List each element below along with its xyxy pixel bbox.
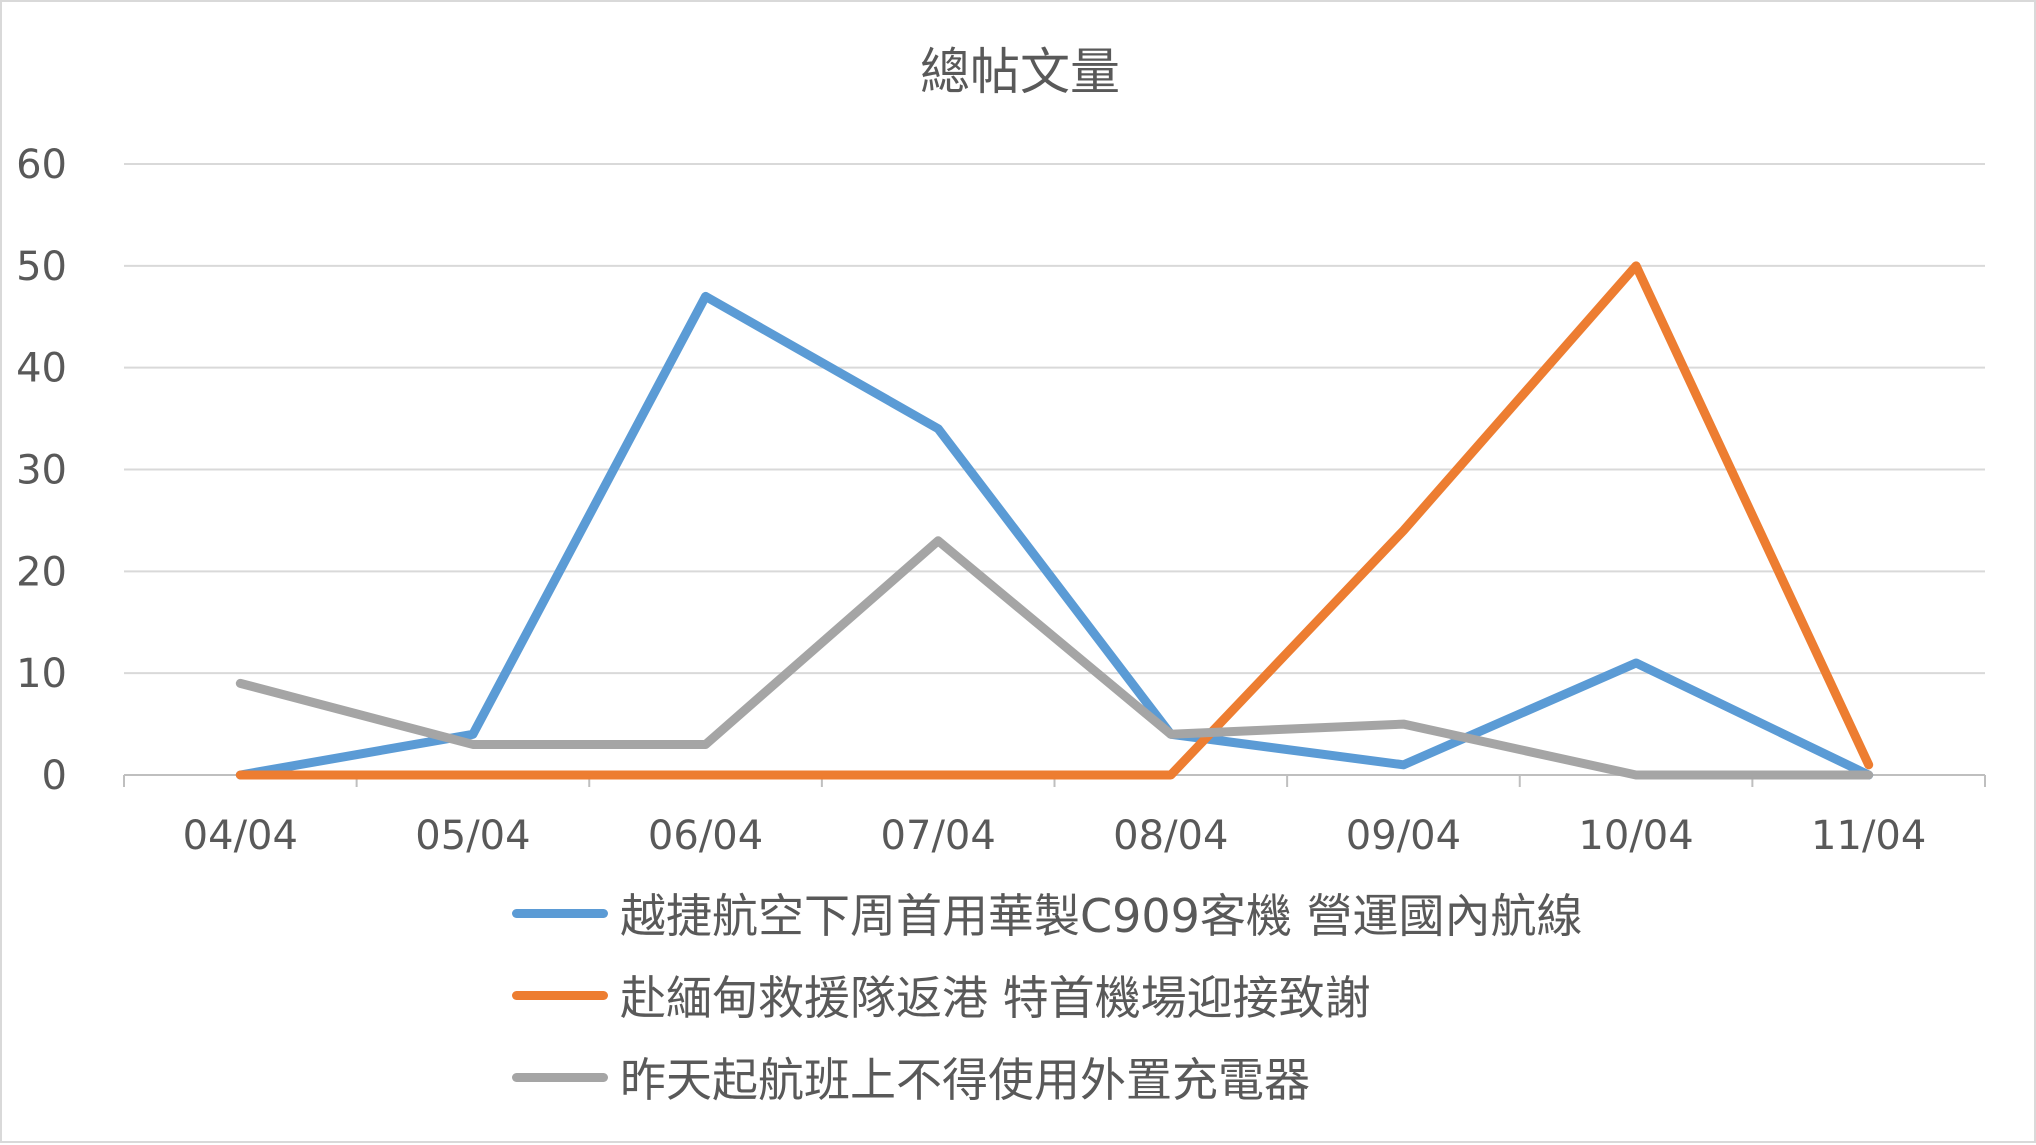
legend-item-1: 越捷航空下周首用華製C909客機 營運國內航線	[512, 872, 1583, 954]
legend: 越捷航空下周首用華製C909客機 營運國內航線 赴緬甸救援隊返港 特首機場迎接致謝…	[512, 872, 1583, 1118]
x-tick-label: 11/04	[1811, 813, 1926, 859]
legend-swatch	[512, 1072, 608, 1082]
y-tick-label: 40	[16, 346, 67, 392]
legend-label: 昨天起航班上不得使用外置充電器	[620, 1053, 1310, 1107]
x-axis-ticks: 04/04 05/04 06/04 07/04 08/04 09/04 10/04 11/04	[183, 813, 1927, 859]
y-tick-label: 60	[16, 142, 67, 188]
x-tick-label: 09/04	[1346, 813, 1461, 859]
legend-swatch	[512, 908, 608, 918]
series-line-3	[235, 536, 1874, 780]
y-tick-label: 20	[16, 549, 67, 595]
y-tick-label: 30	[16, 448, 67, 494]
chart-title: 總帖文量	[920, 43, 1120, 101]
legend-item-2: 赴緬甸救援隊返港 特首機場迎接致謝	[512, 954, 1583, 1036]
series-line-2	[235, 261, 1874, 780]
legend-label: 赴緬甸救援隊返港 特首機場迎接致謝	[620, 971, 1371, 1025]
x-tick-label: 10/04	[1578, 813, 1693, 859]
series-line-1	[235, 291, 1874, 780]
legend-swatch	[512, 990, 608, 1000]
x-tick-label: 05/04	[415, 813, 530, 859]
gridlines	[124, 163, 1985, 675]
x-tick-label: 07/04	[881, 813, 996, 859]
x-tick-label: 06/04	[648, 813, 763, 859]
y-axis-ticks: 0 10 20 30 40 50 60	[16, 142, 67, 799]
series-lines	[235, 261, 1874, 780]
y-tick-label: 50	[16, 244, 67, 290]
y-tick-label: 10	[16, 651, 67, 697]
x-tick-label: 08/04	[1113, 813, 1228, 859]
legend-label: 越捷航空下周首用華製C909客機 營運國內航線	[620, 889, 1583, 943]
x-tick-label: 04/04	[183, 813, 298, 859]
legend-item-3: 昨天起航班上不得使用外置充電器	[512, 1036, 1583, 1118]
y-tick-label: 0	[42, 753, 67, 799]
